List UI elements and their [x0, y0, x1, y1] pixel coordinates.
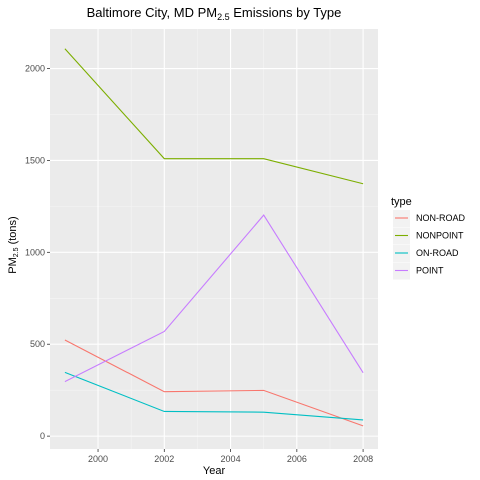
x-tick-label: 2006 [287, 454, 307, 464]
legend-label-on-road: ON-ROAD [416, 248, 459, 258]
legend-items: NON-ROAD NONPOINT ON-ROAD POINT [393, 210, 465, 280]
series-line-on-road [64, 371, 364, 421]
legend-label-point: POINT [416, 266, 444, 276]
chart-title: Baltimore City, MD PM2.5 Emissions by Ty… [87, 5, 342, 22]
y-axis-title: PM2.5 (tons) [7, 216, 20, 273]
y-tick-label: 1500 [25, 155, 45, 165]
y-tick-label: 500 [30, 339, 45, 349]
legend-label-nonpoint: NONPOINT [416, 231, 464, 241]
y-axis-title-rest: (tons) [7, 216, 19, 247]
chart-title-subscript: 2.5 [217, 12, 230, 22]
x-tick-label: 2000 [88, 454, 108, 464]
y-axis-title-subscript: 2.5 [13, 247, 20, 257]
chart-title-main: Baltimore City, MD PM [87, 5, 218, 20]
chart-title-rest: Emissions by Type [230, 5, 342, 20]
series-lines [64, 48, 364, 427]
plot-panel [50, 29, 378, 449]
legend-title: type [391, 196, 412, 208]
x-tick-label: 2008 [353, 454, 373, 464]
series-line-non-road [64, 339, 364, 427]
grid-major [50, 29, 378, 449]
y-tick-label: 0 [40, 431, 45, 441]
y-tick-label: 1000 [25, 247, 45, 257]
x-tick-label: 2004 [221, 454, 241, 464]
y-axis: 0 500 1000 1500 2000 [25, 64, 50, 441]
x-tick-label: 2002 [154, 454, 174, 464]
grid-minor [50, 29, 378, 449]
x-axis: 2000 2002 2004 2006 2008 [88, 449, 373, 464]
x-axis-title: Year [203, 465, 226, 477]
y-axis-title-main: PM [7, 257, 19, 274]
legend: type NON-ROAD NONPOINT ON-ROAD POINT [391, 196, 465, 280]
series-line-nonpoint [64, 48, 364, 185]
legend-label-non-road: NON-ROAD [416, 213, 465, 223]
series-line-point [64, 214, 364, 383]
y-tick-label: 2000 [25, 64, 45, 74]
